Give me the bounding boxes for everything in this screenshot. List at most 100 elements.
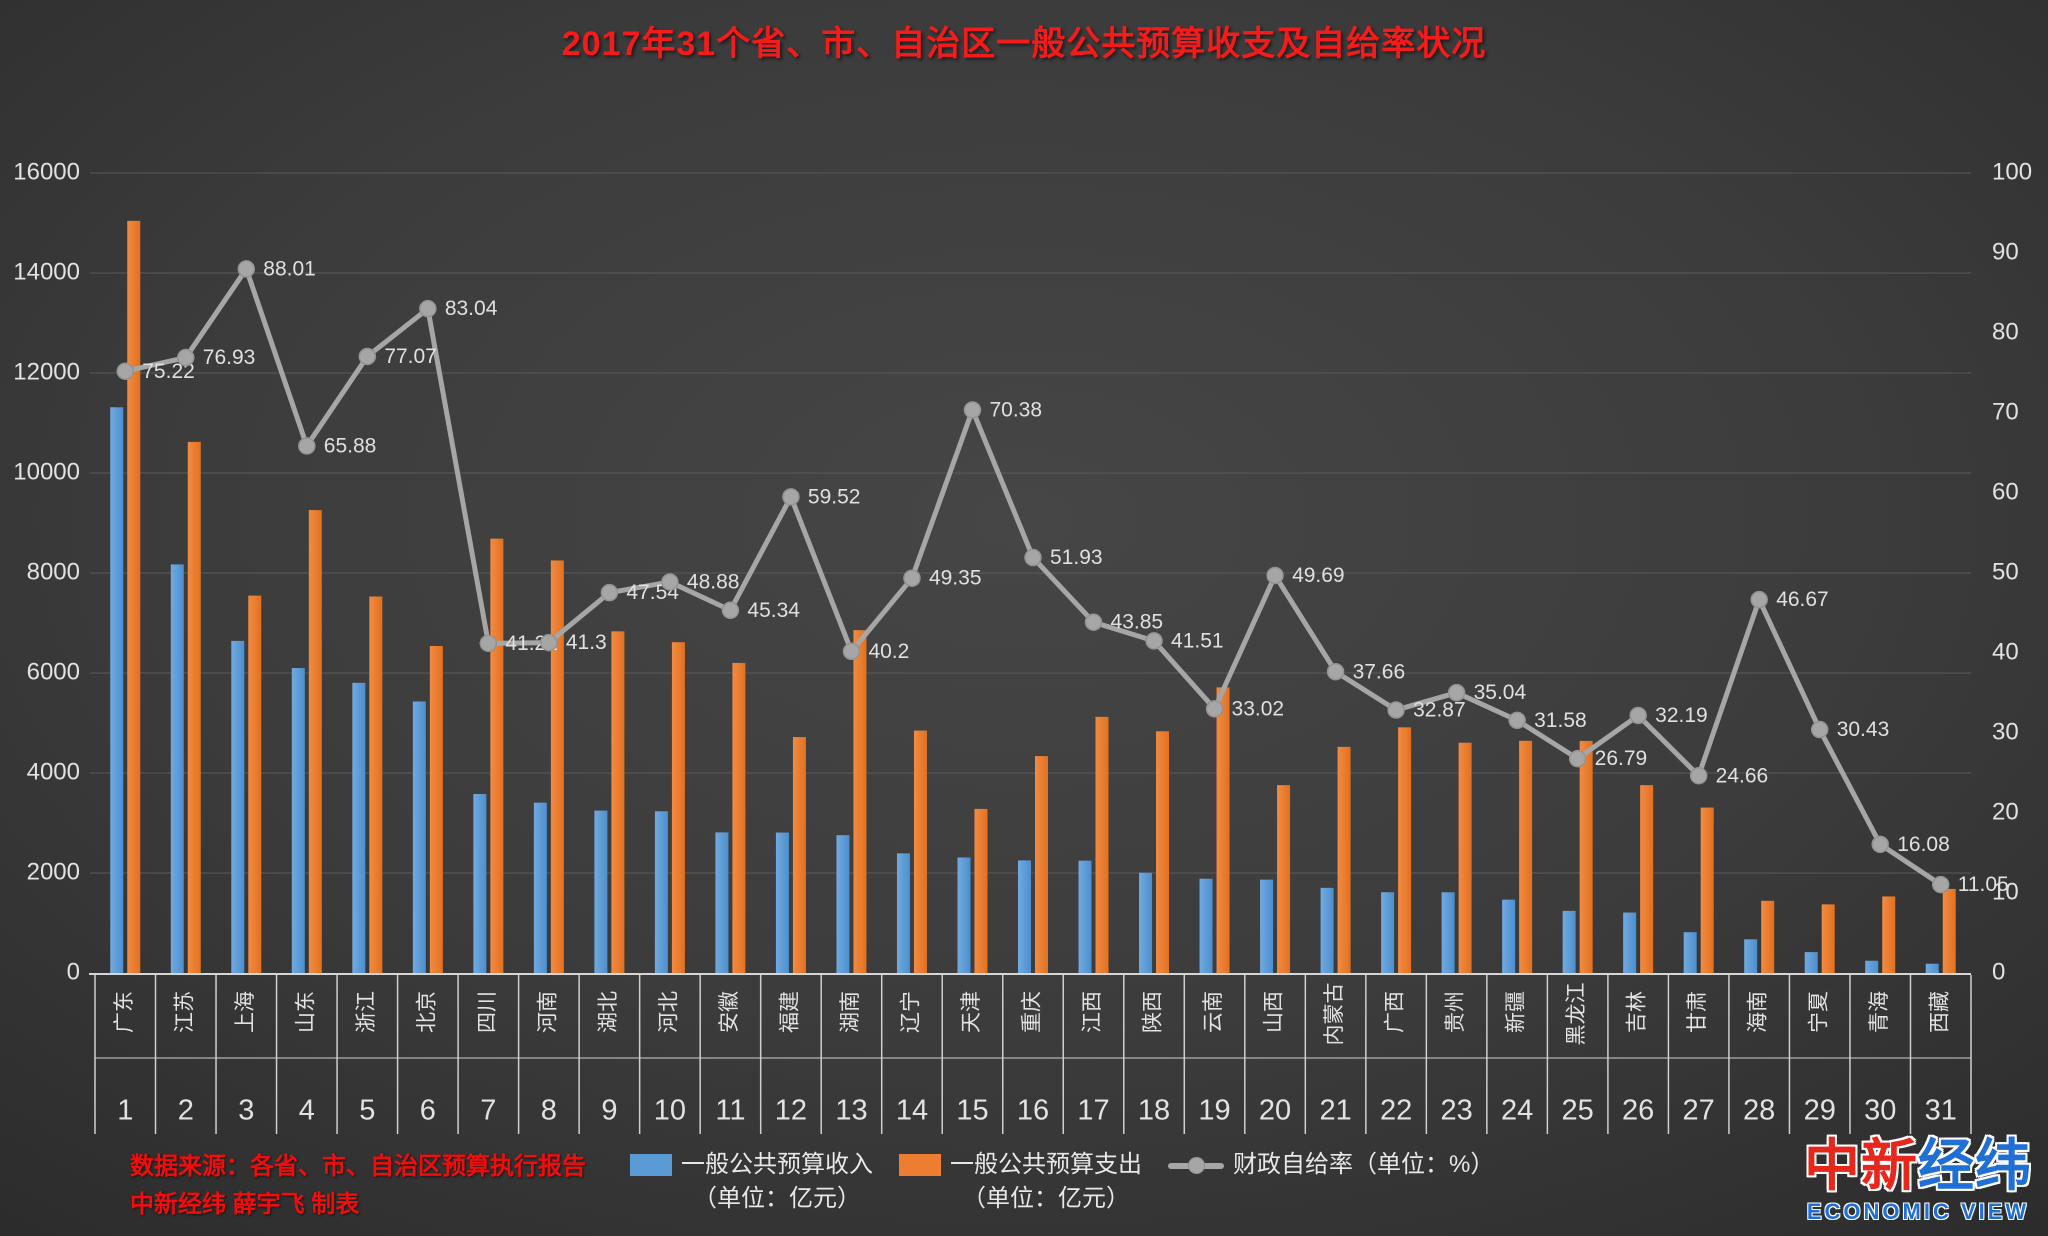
expenditure-legend-line1: 一般公共预算支出: [950, 1151, 1142, 1178]
rate-point-label: 49.35: [929, 567, 982, 590]
rate-point-label: 32.87: [1413, 699, 1466, 722]
bar-revenue: [473, 794, 487, 973]
bar-revenue: [291, 668, 305, 973]
right-axis-tick-label: 100: [1992, 158, 2032, 185]
bar-expenditure: [1821, 904, 1835, 973]
category-rank: 31: [1925, 1095, 1957, 1127]
rate-marker: [963, 401, 982, 419]
category-rank: 29: [1804, 1095, 1836, 1127]
rate-point-label: 40.2: [868, 640, 909, 663]
rate-marker: [1629, 706, 1647, 725]
bar-revenue: [1804, 952, 1818, 973]
rate-marker: [1689, 766, 1708, 785]
category-rank: 20: [1259, 1095, 1291, 1127]
bar-revenue: [1623, 912, 1637, 973]
category-rank: 13: [835, 1095, 867, 1127]
category-name: 湖南: [839, 991, 862, 1033]
rate-point-label: 35.04: [1474, 681, 1527, 704]
category-name: 广西: [1384, 991, 1407, 1033]
rate-marker: [479, 634, 498, 653]
brand-logo: 中新经纬 ECONOMIC VIEW: [1804, 1138, 2032, 1223]
rate-point-label: 49.69: [1292, 564, 1345, 587]
bar-expenditure: [1882, 896, 1896, 973]
left-axis-tick-label: 10000: [13, 458, 80, 485]
rate-point-label: 88.01: [263, 257, 316, 280]
bar-revenue: [1078, 860, 1092, 973]
rate-point-label: 33.02: [1232, 697, 1285, 720]
bar-expenditure: [1761, 900, 1775, 973]
bar-revenue: [170, 564, 184, 973]
left-axis-tick-label: 0: [67, 958, 80, 985]
category-name: 宁夏: [1807, 991, 1830, 1033]
bar-revenue: [1502, 899, 1516, 973]
bar-expenditure: [732, 662, 746, 973]
bar-expenditure: [127, 220, 141, 974]
bar-expenditure: [1035, 756, 1048, 973]
right-axis-tick-label: 60: [1992, 478, 2019, 505]
bar-revenue: [1199, 878, 1213, 973]
category-name: 浙江: [355, 991, 378, 1033]
category-rank: 23: [1440, 1095, 1472, 1127]
bar-revenue: [1562, 910, 1576, 973]
expenditure-legend-line2: （单位：亿元）: [962, 1185, 1130, 1212]
rate-point-label: 75.22: [142, 360, 195, 383]
category-name: 北京: [415, 991, 438, 1033]
right-axis-tick-label: 0: [1992, 958, 2005, 985]
bar-revenue: [1925, 963, 1939, 973]
rate-point-label: 24.66: [1716, 764, 1769, 787]
bar-expenditure: [913, 730, 927, 973]
rate-marker: [1145, 632, 1163, 650]
bar-revenue: [715, 832, 729, 973]
brand-logo-cn-red: 中新: [1804, 1134, 1918, 1197]
category-rank: 7: [480, 1095, 496, 1127]
bar-expenditure: [1458, 742, 1472, 973]
category-name: 甘肃: [1686, 991, 1709, 1033]
bar-expenditure: [308, 510, 322, 973]
bar-revenue: [1683, 932, 1697, 973]
rate-point-label: 16.08: [1897, 833, 1950, 856]
left-axis-tick-label: 2000: [27, 858, 80, 885]
chart-title: 2017年31个省、市、自治区一般公共预算收支及自给率状况: [561, 25, 1487, 63]
rate-marker: [540, 633, 558, 652]
rate-point-label: 11.05: [1958, 873, 2009, 896]
category-name: 陕西: [1142, 991, 1165, 1033]
rate-point-label: 45.34: [747, 599, 800, 622]
data-source-line2: 中新经纬 薛宇飞 制表: [130, 1191, 360, 1218]
rate-point-label: 41.51: [1171, 629, 1224, 652]
rate-marker: [419, 299, 437, 318]
category-rank: 4: [299, 1095, 315, 1127]
category-name: 江苏: [173, 991, 196, 1033]
bar-expenditure: [974, 808, 988, 973]
category-rank: 21: [1319, 1095, 1351, 1127]
right-axis-tick-label: 80: [1992, 318, 2019, 345]
category-rank: 26: [1622, 1095, 1654, 1127]
category-rank: 3: [238, 1095, 254, 1127]
rate-line-swatch: [1168, 1148, 1224, 1182]
bar-revenue: [1139, 872, 1153, 973]
revenue-swatch: [630, 1154, 672, 1176]
bar-expenditure: [1579, 740, 1593, 973]
rate-marker: [721, 601, 740, 620]
rate-marker: [358, 347, 377, 366]
bar-revenue: [352, 682, 366, 973]
category-rank: 9: [601, 1095, 617, 1127]
bar-revenue: [957, 857, 971, 973]
rate-marker: [1871, 835, 1889, 854]
rate-marker: [1024, 548, 1042, 567]
category-rank: 16: [1017, 1095, 1049, 1127]
bar-revenue: [231, 640, 245, 973]
category-name: 新疆: [1505, 991, 1528, 1033]
bar-expenditure: [490, 538, 504, 973]
category-rank: 24: [1501, 1095, 1533, 1127]
right-axis-tick-label: 70: [1992, 398, 2019, 425]
rate-point-label: 41.3: [566, 631, 607, 654]
right-axis-tick-label: 50: [1992, 558, 2019, 585]
category-name: 上海: [234, 991, 257, 1033]
category-rank: 28: [1743, 1095, 1775, 1127]
rate-point-label: 48.88: [687, 571, 740, 594]
revenue-legend-label: 一般公共预算收入 （单位：亿元）: [681, 1148, 873, 1216]
rate-marker: [1810, 720, 1829, 739]
rate-marker: [1084, 613, 1103, 631]
